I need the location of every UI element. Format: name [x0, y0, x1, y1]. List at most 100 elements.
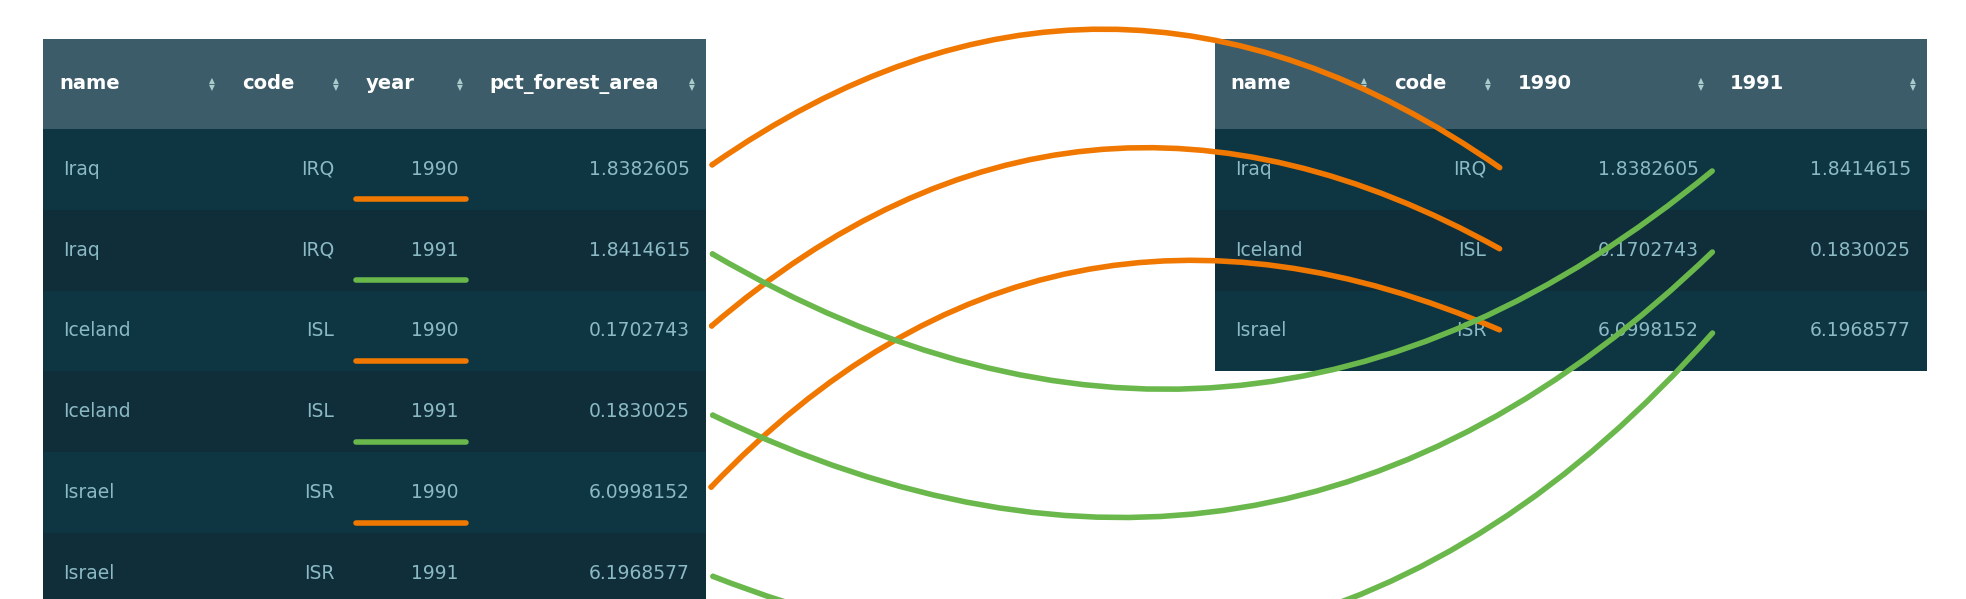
Text: IRQ: IRQ: [301, 160, 334, 179]
Text: IRQ: IRQ: [1453, 160, 1486, 179]
Bar: [43, 129, 226, 210]
FancyArrowPatch shape: [712, 29, 1500, 168]
Text: Israel: Israel: [1235, 322, 1286, 340]
Bar: [1215, 39, 1378, 129]
Text: ▲
▼: ▲ ▼: [690, 75, 694, 92]
Bar: [1378, 129, 1502, 210]
Bar: [1714, 129, 1927, 210]
FancyArrowPatch shape: [712, 171, 1712, 389]
Text: Israel: Israel: [63, 564, 114, 583]
Text: 1.8414615: 1.8414615: [590, 241, 690, 259]
Text: ▲
▼: ▲ ▼: [1699, 75, 1703, 92]
Text: 1.8382605: 1.8382605: [1598, 160, 1699, 179]
Text: Iceland: Iceland: [1235, 241, 1301, 259]
Bar: [350, 452, 474, 533]
Text: 1991: 1991: [411, 241, 458, 259]
Text: 0.1830025: 0.1830025: [590, 403, 690, 421]
Bar: [226, 39, 350, 129]
Text: ISL: ISL: [1459, 241, 1486, 259]
Bar: [474, 533, 706, 599]
Bar: [474, 291, 706, 371]
Text: ISR: ISR: [303, 564, 334, 583]
Bar: [1714, 39, 1927, 129]
Bar: [43, 533, 226, 599]
Bar: [1714, 291, 1927, 371]
Bar: [1378, 291, 1502, 371]
Bar: [226, 210, 350, 291]
Text: 0.1702743: 0.1702743: [1598, 241, 1699, 259]
Text: 1990: 1990: [411, 483, 458, 502]
Text: 1990: 1990: [1518, 74, 1571, 93]
Bar: [1502, 129, 1714, 210]
Text: ISR: ISR: [303, 483, 334, 502]
Text: 6.0998152: 6.0998152: [1598, 322, 1699, 340]
Text: Iraq: Iraq: [63, 241, 100, 259]
Bar: [474, 210, 706, 291]
Bar: [474, 39, 706, 129]
Text: 1991: 1991: [411, 403, 458, 421]
Bar: [43, 39, 226, 129]
Text: ▲
▼: ▲ ▼: [1486, 75, 1490, 92]
Bar: [350, 39, 474, 129]
Bar: [43, 371, 226, 452]
FancyArrowPatch shape: [714, 252, 1712, 518]
Text: IRQ: IRQ: [301, 241, 334, 259]
Text: 6.1968577: 6.1968577: [1811, 322, 1911, 340]
Text: 6.1968577: 6.1968577: [590, 564, 690, 583]
Text: ISR: ISR: [1455, 322, 1486, 340]
Text: 1990: 1990: [411, 322, 458, 340]
Text: 1991: 1991: [411, 564, 458, 583]
Bar: [350, 291, 474, 371]
Text: Iceland: Iceland: [63, 322, 130, 340]
Bar: [1215, 210, 1378, 291]
Bar: [1502, 39, 1714, 129]
Bar: [350, 371, 474, 452]
Text: code: code: [1394, 74, 1447, 93]
Bar: [226, 129, 350, 210]
Bar: [474, 452, 706, 533]
Text: ▲
▼: ▲ ▼: [210, 75, 214, 92]
Bar: [474, 371, 706, 452]
Text: ▲
▼: ▲ ▼: [1362, 75, 1366, 92]
Text: 0.1702743: 0.1702743: [590, 322, 690, 340]
Bar: [43, 452, 226, 533]
FancyArrowPatch shape: [714, 333, 1712, 599]
Text: 1991: 1991: [1730, 74, 1785, 93]
Text: name: name: [1231, 74, 1292, 93]
Bar: [350, 533, 474, 599]
Text: Iraq: Iraq: [1235, 160, 1272, 179]
FancyArrowPatch shape: [712, 147, 1500, 326]
Text: 6.0998152: 6.0998152: [590, 483, 690, 502]
Text: ISL: ISL: [307, 322, 334, 340]
Text: pct_forest_area: pct_forest_area: [490, 74, 659, 94]
Text: Iraq: Iraq: [63, 160, 100, 179]
Bar: [226, 371, 350, 452]
Text: Iceland: Iceland: [63, 403, 130, 421]
Bar: [1215, 291, 1378, 371]
Bar: [226, 533, 350, 599]
Bar: [350, 129, 474, 210]
Text: code: code: [242, 74, 295, 93]
Text: 0.1830025: 0.1830025: [1811, 241, 1911, 259]
Bar: [1378, 210, 1502, 291]
Text: ▲
▼: ▲ ▼: [334, 75, 338, 92]
Bar: [226, 452, 350, 533]
Text: ISL: ISL: [307, 403, 334, 421]
Bar: [1714, 210, 1927, 291]
Bar: [43, 291, 226, 371]
Bar: [1502, 291, 1714, 371]
Bar: [1378, 39, 1502, 129]
Bar: [350, 210, 474, 291]
Text: name: name: [59, 74, 120, 93]
Bar: [1502, 210, 1714, 291]
Bar: [43, 210, 226, 291]
Bar: [226, 291, 350, 371]
Text: Israel: Israel: [63, 483, 114, 502]
Bar: [1215, 129, 1378, 210]
Text: 1.8414615: 1.8414615: [1811, 160, 1911, 179]
FancyArrowPatch shape: [712, 261, 1500, 487]
Text: 1990: 1990: [411, 160, 458, 179]
Text: 1.8382605: 1.8382605: [590, 160, 690, 179]
Text: ▲
▼: ▲ ▼: [458, 75, 462, 92]
Text: ▲
▼: ▲ ▼: [1911, 75, 1915, 92]
